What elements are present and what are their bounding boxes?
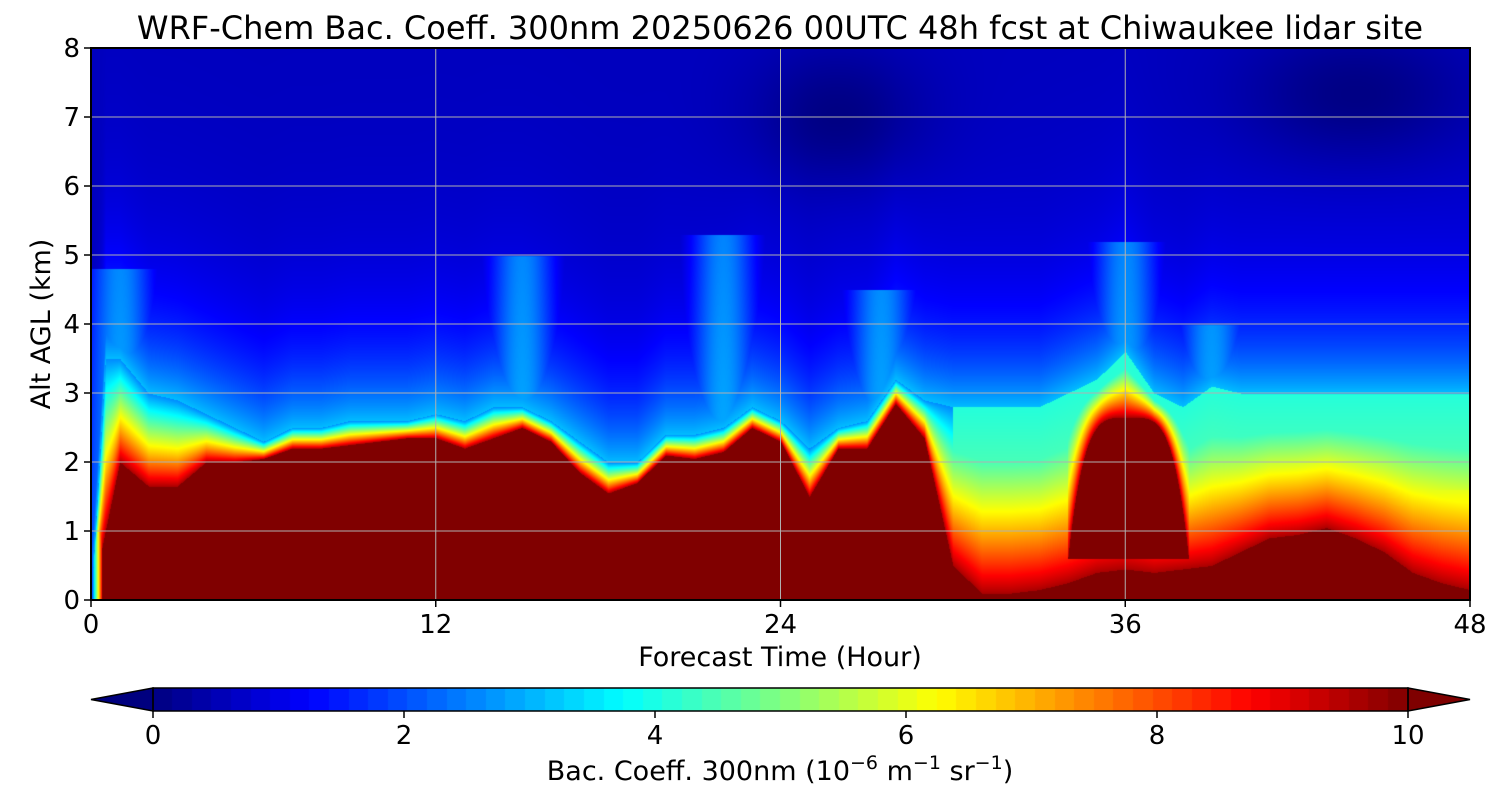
x-tick-label: 0 [83, 610, 100, 640]
x-tick-label: 12 [419, 610, 452, 640]
x-tick-label: 48 [1453, 610, 1486, 640]
y-tick-label: 5 [63, 241, 80, 271]
y-tick-label: 7 [63, 103, 80, 133]
colorbar-tick-label: 8 [1149, 721, 1166, 751]
x-tick-label: 36 [1109, 610, 1142, 640]
y-tick-label: 6 [63, 172, 80, 202]
colorbar-tick-label: 10 [1391, 721, 1424, 751]
y-tick-label: 3 [63, 379, 80, 409]
colorbar-extend-high [1407, 687, 1471, 712]
colorbar-tick-label: 4 [647, 721, 664, 751]
colorbar-tick-label: 0 [145, 721, 162, 751]
colorbar-frame [152, 687, 1409, 712]
x-tick-label: 24 [764, 610, 797, 640]
colorbar-tick-label: 2 [396, 721, 413, 751]
grid-lines [91, 48, 1470, 600]
colorbar: 0 2 4 6 8 10 Bac. Coeff. 300nm (10−6 m−1 sr−1… [90, 687, 1471, 787]
x-axis-ticks: 0 12 24 36 48 [83, 600, 1487, 640]
colorbar-ticks: 0 2 4 6 8 10 [145, 711, 1425, 751]
y-axis-label: Alt AGL (km) [26, 239, 57, 410]
x-axis-label: Forecast Time (Hour) [638, 642, 922, 673]
y-axis-ticks: 0 1 2 3 4 5 6 7 8 [63, 34, 91, 616]
y-tick-label: 4 [63, 310, 80, 340]
y-tick-label: 2 [63, 448, 80, 478]
y-tick-label: 0 [63, 586, 80, 616]
colorbar-label: Bac. Coeff. 300nm (10−6 m−1 sr−1) [547, 752, 1013, 787]
y-tick-label: 1 [63, 517, 80, 547]
colorbar-extend-low [90, 687, 154, 712]
colorbar-gradient [153, 688, 1408, 711]
chart-title: WRF-Chem Bac. Coeff. 300nm 20250626 00UT… [137, 9, 1423, 47]
colorbar-tick-label: 6 [898, 721, 915, 751]
y-tick-label: 8 [63, 34, 80, 64]
